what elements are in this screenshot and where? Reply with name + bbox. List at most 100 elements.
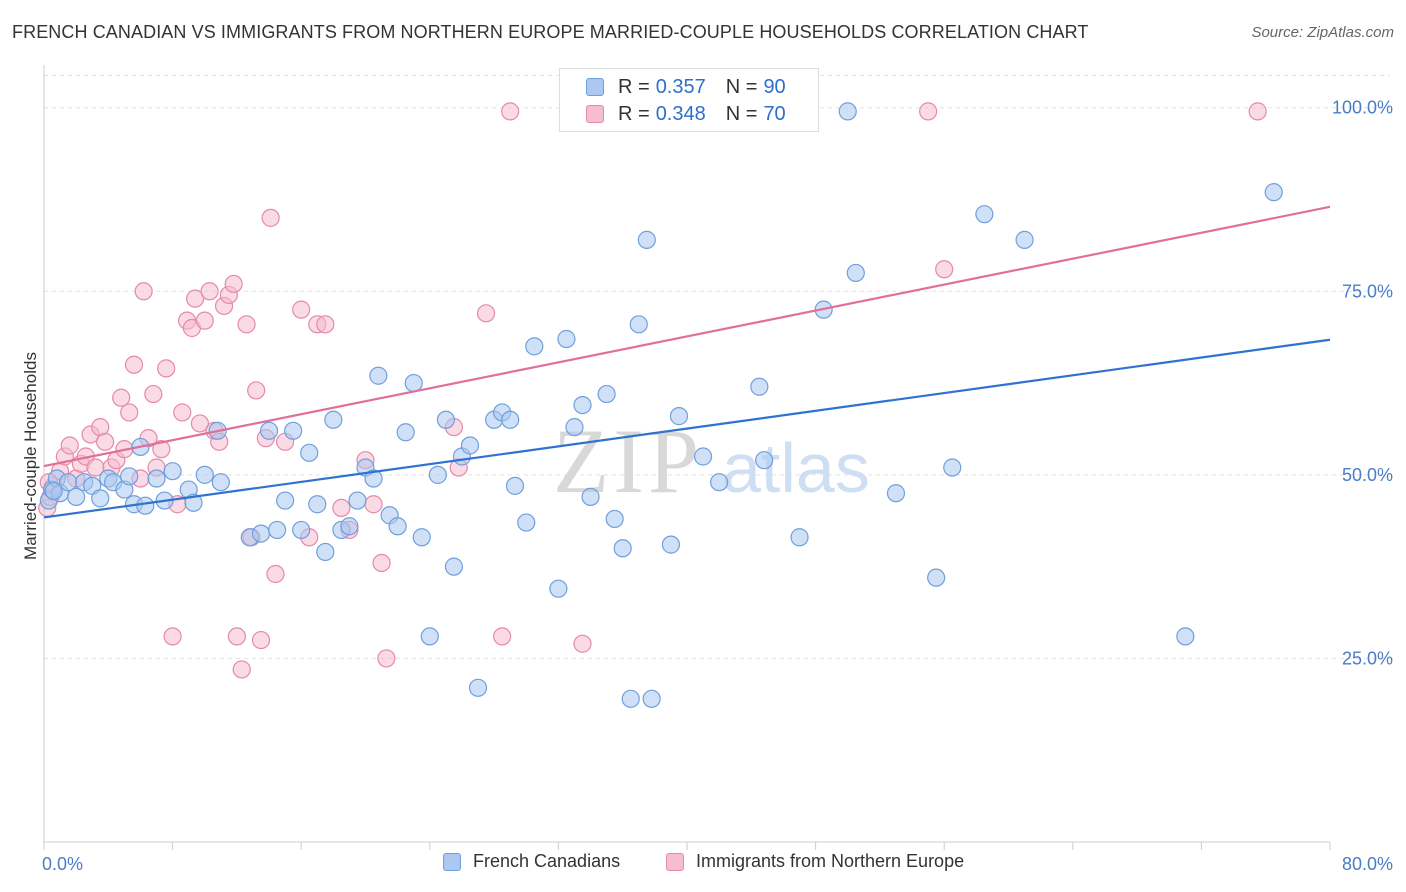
y-tick-label: 50.0% [1342,465,1393,485]
immigrants-point [95,432,115,451]
chart-title: FRENCH CANADIAN VS IMMIGRANTS FROM NORTH… [12,22,1089,42]
immigrants-point [372,553,391,573]
french-canadians-point [67,487,86,506]
x-tick-label: 0.0% [42,854,83,874]
french-canadians-point [501,410,520,429]
x-tick-labels: 0.0% 80.0% [42,854,1393,874]
french-canadians-point [267,520,287,540]
immigrants-point [224,274,243,294]
legend-r-label: R = [618,75,650,98]
french-canadians-trend-line [43,338,1331,519]
french-canadians-point [838,102,857,121]
immigrants-trend-line [43,205,1331,468]
french-canadians-point [251,524,271,543]
french-canadians-point [163,462,182,481]
series-french-canadians-points [39,102,1283,708]
immigrants-point [251,630,271,650]
y-tick-label: 100.0% [1332,98,1393,118]
immigrants-point [186,289,205,308]
grid-lines [44,74,1390,659]
french-canadians-point [340,517,359,536]
immigrants-point [332,498,351,517]
french-canadians-point [557,329,576,349]
french-canadians-point [943,458,962,477]
immigrants-point [266,564,285,584]
french-canadians-point [669,407,689,426]
legend-label: Immigrants from Northern Europe [696,851,965,871]
immigrants-point [261,208,280,227]
trend-lines [43,205,1331,519]
french-canadians-point [348,491,367,510]
axes [43,65,1331,850]
french-canadians-point [517,513,536,532]
french-canadians-point [364,469,383,488]
immigrants-point [316,315,335,334]
immigrants-point [292,300,311,319]
x-tick-label: 80.0% [1342,854,1393,874]
legend-r-label: R = [618,102,650,125]
y-tick-label: 75.0% [1342,281,1393,301]
series-immigrants-points [38,102,1267,679]
legend-item-french-canadians: French Canadians [443,851,620,872]
legend-row-pink: R = 0.348 N = 70 [586,101,786,127]
y-axis-label: Married-couple Households [21,352,40,560]
french-canadians-point [621,689,640,708]
french-canadians-point [750,377,769,396]
legend-n-label: N = [725,102,758,125]
french-canadians-point [420,627,439,646]
y-tick-label: 25.0% [1342,648,1393,668]
french-canadians-point [444,557,464,576]
french-canadians-point [637,230,656,249]
french-canadians-point [300,443,319,462]
french-canadians-point [573,396,592,415]
french-canadians-point [710,473,729,492]
french-canadians-point [755,451,774,470]
immigrants-point [200,282,219,301]
french-canadians-point [468,678,488,697]
legend-swatch-blue [443,852,461,871]
french-canadians-point [436,410,455,429]
immigrants-point [190,414,210,433]
immigrants-point [1248,102,1267,121]
french-canadians-point [396,423,415,442]
french-canadians-point [120,467,139,486]
legend-item-immigrants: Immigrants from Northern Europe [666,851,964,872]
french-canadians-point [276,491,295,510]
immigrants-point [195,311,214,330]
immigrants-point [134,282,153,301]
french-canadians-point [316,542,335,562]
legend-r-value: 0.357 [655,75,706,98]
immigrants-point [120,403,139,422]
french-canadians-point [195,465,214,484]
french-canadians-point [324,410,343,429]
french-canadians-point [184,493,203,512]
french-canadians-point [629,315,648,334]
legend-swatch-pink [666,852,684,871]
french-canadians-point [846,263,865,283]
immigrants-point [157,359,176,378]
immigrants-point [152,440,171,459]
french-canadians-point [613,539,632,558]
french-canadians-point [369,366,388,385]
french-canadians-point [565,418,584,437]
legend-n-label: N = [725,75,758,98]
french-canadians-point [661,535,681,554]
french-canadians-point [886,484,906,503]
french-canadians-point [284,421,303,440]
legend-row-blue: R = 0.357 N = 90 [586,74,786,100]
immigrants-point [232,660,251,679]
legend-n-value: 90 [763,75,786,98]
french-canadians-point [211,473,230,492]
french-canadians-point [642,689,661,708]
immigrants-point [60,436,79,455]
french-canadians-point [404,373,423,393]
immigrants-point [919,102,938,121]
legend-r-value: 0.348 [655,102,706,125]
stats-legend: R = 0.357 N = 90 R = 0.348 N = 70 [559,68,819,132]
immigrants-point [237,315,256,334]
immigrants-point [501,102,520,121]
french-canadians-point [460,436,480,455]
immigrants-point [173,403,192,422]
french-canadians-point [505,476,525,495]
legend-swatch-blue [586,78,604,96]
